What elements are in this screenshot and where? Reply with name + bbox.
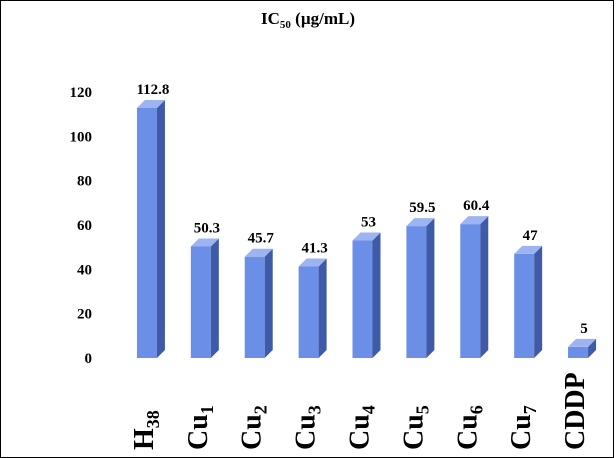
category-label-subscript: 1: [197, 405, 217, 414]
category-label-subscript: 5: [412, 405, 432, 414]
y-tick-label: 100: [70, 129, 93, 145]
bar: [136, 99, 165, 359]
bar-side: [318, 258, 327, 358]
bar-front: [352, 240, 373, 358]
y-axis: 0 20 40 60 80 100 120: [70, 85, 93, 367]
category-label-base: Cu: [506, 414, 537, 450]
category-label-base: Cu: [398, 414, 429, 450]
category-label-subscript: 3: [305, 405, 325, 414]
bar-front: [406, 226, 427, 358]
bar: [406, 218, 435, 358]
chart-title: IC50 (µg/mL): [261, 9, 355, 31]
category-label-subscript: 2: [251, 405, 271, 414]
bar: [190, 238, 219, 358]
data-labels: 112.8 50.3 45.7 41.3 53 59.5 60.4 47 5: [136, 82, 587, 337]
category-label: Cu4: [345, 405, 379, 450]
category-label-base: Cu: [183, 414, 214, 450]
category-label: Cu5: [398, 405, 432, 450]
data-label: 41.3: [301, 240, 327, 256]
bar-front: [514, 253, 535, 358]
bar-top: [244, 248, 273, 257]
data-label: 59.5: [409, 200, 435, 216]
bar-side: [264, 248, 273, 358]
y-tick-label: 60: [77, 218, 92, 234]
bar-top: [190, 238, 219, 247]
bar-front: [568, 346, 589, 358]
bar-side: [534, 245, 543, 358]
category-label-subscript: 7: [520, 405, 540, 414]
bar-side: [210, 238, 219, 358]
title-rest: (µg/mL): [291, 9, 355, 28]
y-tick-label: 20: [77, 307, 92, 323]
bar: [244, 248, 273, 358]
bar-side: [372, 232, 381, 358]
bar-front: [136, 107, 157, 359]
category-label-base: CDDP: [560, 372, 591, 450]
bar: [514, 245, 543, 358]
category-label-base: Cu: [237, 414, 268, 450]
category-label: Cu7: [506, 405, 540, 450]
bar-top: [568, 338, 597, 347]
title-subscript: 50: [280, 19, 292, 31]
data-label: 47: [523, 228, 539, 244]
data-label: 5: [580, 321, 588, 337]
bar-front: [190, 246, 211, 358]
bar-front: [298, 266, 319, 358]
y-tick-label: 40: [77, 262, 92, 278]
category-label-base: Cu: [345, 414, 376, 450]
y-tick-label: 80: [77, 174, 92, 190]
data-label: 60.4: [463, 198, 490, 214]
bar-front: [244, 256, 265, 358]
bar: [352, 232, 381, 358]
bar: [568, 338, 597, 358]
category-label-base: Cu: [452, 414, 483, 450]
bar-side: [156, 99, 165, 359]
category-label-subscript: 6: [466, 405, 486, 414]
category-label: Cu3: [291, 405, 325, 450]
bar-top: [136, 99, 165, 108]
category-label: CDDP: [560, 372, 591, 450]
category-label-base: H: [129, 428, 160, 450]
bar-top: [298, 258, 327, 267]
category-label-subscript: 38: [143, 410, 163, 428]
category-label-subscript: 4: [359, 405, 379, 414]
bar-top: [352, 232, 381, 241]
bar: [460, 216, 489, 358]
data-label: 45.7: [248, 231, 275, 247]
category-label: Cu1: [183, 405, 217, 450]
y-tick-label: 0: [85, 351, 93, 367]
title-main: IC: [261, 9, 280, 28]
category-label: Cu2: [237, 405, 271, 450]
bar-front: [460, 224, 481, 358]
y-tick-label: 120: [70, 85, 93, 101]
bars: [136, 99, 597, 359]
bar-top: [460, 216, 489, 225]
bar-side: [426, 218, 435, 358]
bar-side: [480, 216, 489, 358]
data-label: 50.3: [194, 221, 220, 237]
category-label-base: Cu: [291, 414, 322, 450]
data-label: 53: [361, 215, 376, 231]
bar-top: [406, 218, 435, 227]
data-label: 112.8: [136, 82, 169, 98]
category-label: H38: [129, 410, 163, 450]
bar: [298, 258, 327, 358]
bar-top: [514, 245, 543, 254]
category-label: Cu6: [452, 405, 486, 450]
bar-side: [588, 338, 597, 358]
